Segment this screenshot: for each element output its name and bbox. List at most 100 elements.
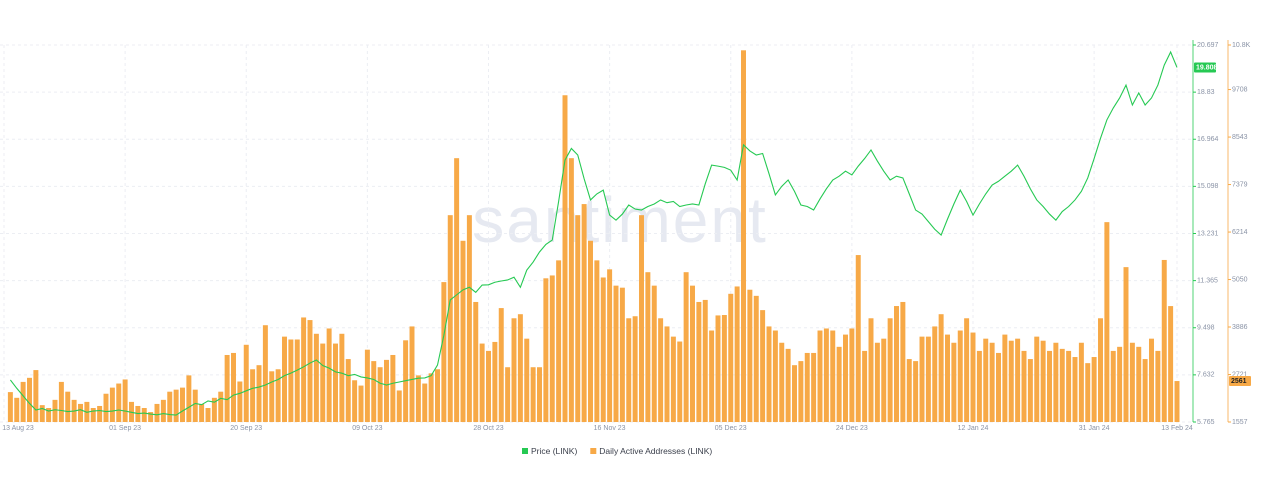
bar — [486, 350, 491, 422]
bar — [645, 272, 651, 422]
y2-tick-label: 1557 — [1232, 419, 1248, 426]
bar — [218, 391, 224, 422]
bar — [760, 310, 766, 422]
bar — [154, 403, 160, 422]
bar — [600, 277, 606, 422]
y2-tick-label: 9708 — [1232, 86, 1248, 93]
bar — [594, 260, 600, 422]
bar — [1072, 357, 1078, 422]
bar — [498, 308, 504, 422]
bar — [1085, 363, 1091, 422]
y2-tick-label: 5050 — [1232, 276, 1248, 283]
y-tick-label: 15.098 — [1197, 183, 1219, 190]
bar — [52, 399, 58, 422]
bar — [792, 365, 797, 422]
x-tick-label: 31 Jan 24 — [1079, 425, 1110, 432]
y2-tick-label: 8543 — [1232, 134, 1248, 141]
bar — [186, 375, 192, 422]
bar — [454, 158, 460, 422]
bar — [1174, 381, 1180, 422]
bar — [90, 408, 96, 422]
bar — [1066, 350, 1072, 422]
bar — [358, 385, 364, 422]
bar — [371, 361, 377, 422]
bar — [537, 367, 542, 422]
bar — [894, 306, 899, 422]
bar — [913, 361, 919, 422]
bar — [900, 301, 906, 422]
bar — [103, 393, 109, 422]
bar — [384, 359, 389, 422]
bar — [804, 352, 810, 422]
bar — [396, 390, 402, 422]
y2-tick-label: 3886 — [1232, 324, 1248, 331]
y2-tick-label: 7379 — [1232, 181, 1248, 188]
bar — [881, 338, 887, 422]
bar — [862, 350, 868, 422]
bar — [568, 158, 574, 422]
bar — [320, 343, 326, 422]
bar — [753, 295, 759, 422]
bar — [1053, 342, 1059, 422]
bar — [747, 289, 753, 422]
bar — [211, 397, 217, 422]
bar — [205, 408, 211, 422]
bar — [1149, 338, 1154, 422]
last-value-badge — [1229, 376, 1251, 387]
bar — [709, 330, 715, 422]
bar — [613, 285, 619, 422]
bar — [441, 282, 447, 422]
bar — [256, 365, 262, 422]
bar — [619, 287, 625, 422]
bar — [728, 293, 734, 422]
bar — [690, 285, 695, 422]
bar — [307, 320, 313, 422]
bar — [116, 383, 122, 422]
bar — [715, 315, 721, 422]
bar — [945, 334, 950, 422]
x-tick-label: 12 Jan 24 — [958, 425, 989, 432]
bar — [970, 332, 976, 422]
bar — [1091, 357, 1097, 422]
y-tick-label: 11.365 — [1197, 277, 1218, 284]
bar — [1078, 342, 1084, 422]
bar — [1027, 359, 1033, 422]
bar — [957, 330, 963, 422]
bar — [282, 336, 287, 422]
bar — [313, 333, 319, 422]
legend-label: Daily Active Addresses (LINK) — [599, 446, 712, 456]
bar — [109, 387, 115, 422]
bar — [575, 215, 581, 422]
bar — [14, 397, 20, 422]
bar — [339, 333, 345, 422]
bar — [696, 301, 702, 422]
watermark: santiment — [472, 184, 767, 256]
bar — [326, 328, 332, 422]
last-value-badge — [1194, 62, 1216, 73]
bar — [830, 330, 836, 422]
bar — [390, 354, 396, 422]
x-tick-label: 09 Oct 23 — [352, 425, 382, 432]
bar — [811, 352, 817, 422]
bar — [983, 338, 989, 422]
bar — [237, 381, 243, 422]
bar — [473, 301, 479, 422]
bar — [333, 343, 338, 422]
bar — [626, 318, 632, 422]
bar — [33, 370, 39, 422]
bar — [779, 342, 785, 422]
bar — [976, 350, 982, 422]
bar — [27, 377, 32, 422]
bar — [1015, 338, 1021, 422]
bar — [243, 344, 249, 422]
x-tick-label: 05 Dec 23 — [715, 425, 747, 432]
bar — [766, 326, 772, 422]
bar — [505, 367, 511, 422]
bar — [1047, 350, 1052, 422]
bar — [141, 408, 147, 422]
y-tick-label: 13.231 — [1197, 230, 1219, 237]
bar — [180, 387, 185, 422]
legend: Price (LINK) Daily Active Addresses (LINK… — [522, 446, 712, 456]
bar — [702, 299, 708, 422]
bar — [160, 399, 166, 422]
